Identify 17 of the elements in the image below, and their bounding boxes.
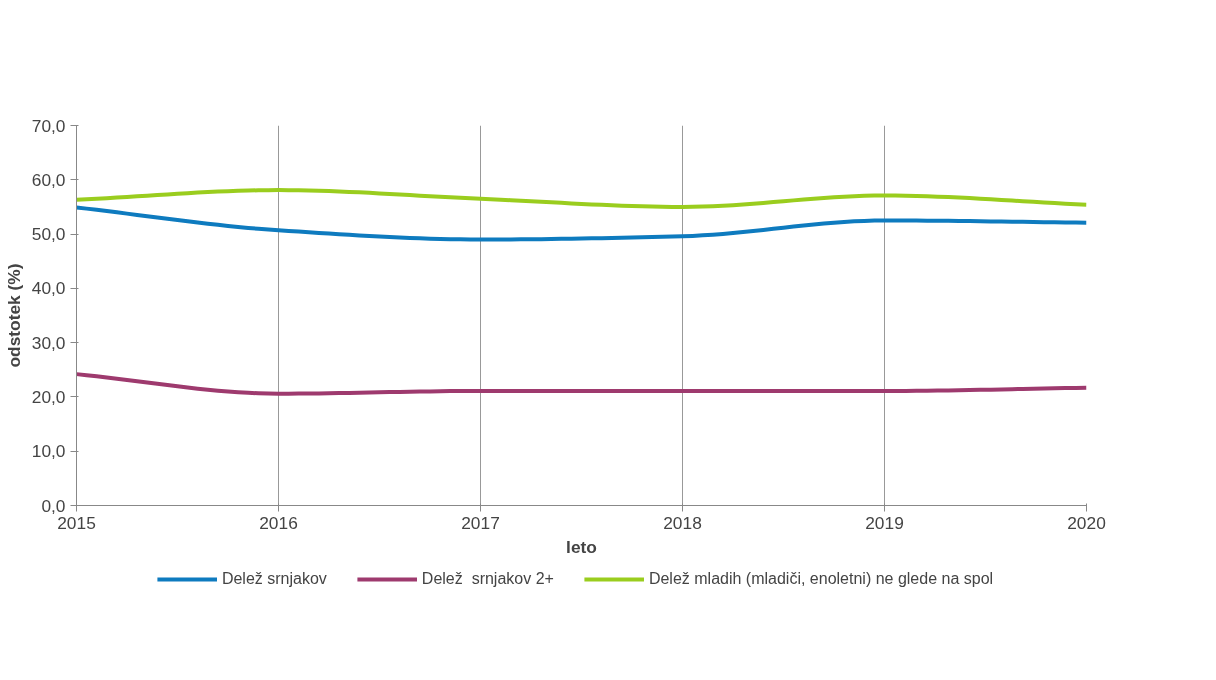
y-tick-label: 60,0 xyxy=(31,169,66,190)
y-tick-label: 70,0 xyxy=(31,115,66,136)
y-tick-label: 40,0 xyxy=(31,278,66,299)
x-tick-label: 2016 xyxy=(259,512,298,533)
y-tick-label: 30,0 xyxy=(31,332,66,353)
y-axis-title: odstotek (%) xyxy=(3,263,24,368)
y-tick-label: 10,0 xyxy=(31,441,66,462)
x-tick-label: 2018 xyxy=(663,512,702,533)
x-tick-label: 2020 xyxy=(1067,512,1106,533)
y-tick-label: 20,0 xyxy=(31,386,66,407)
x-tick-label: 2017 xyxy=(461,512,500,533)
legend-label: Delež srnjakov 2+ xyxy=(421,570,554,588)
y-tick-label: 50,0 xyxy=(31,224,66,245)
legend-label: Delež mladih (mladiči, enoletni) ne glede na spol xyxy=(648,570,994,588)
x-tick-label: 2019 xyxy=(865,512,904,533)
legend-label: Delež srnjakov xyxy=(221,570,327,588)
x-axis-title: leto xyxy=(566,536,597,557)
